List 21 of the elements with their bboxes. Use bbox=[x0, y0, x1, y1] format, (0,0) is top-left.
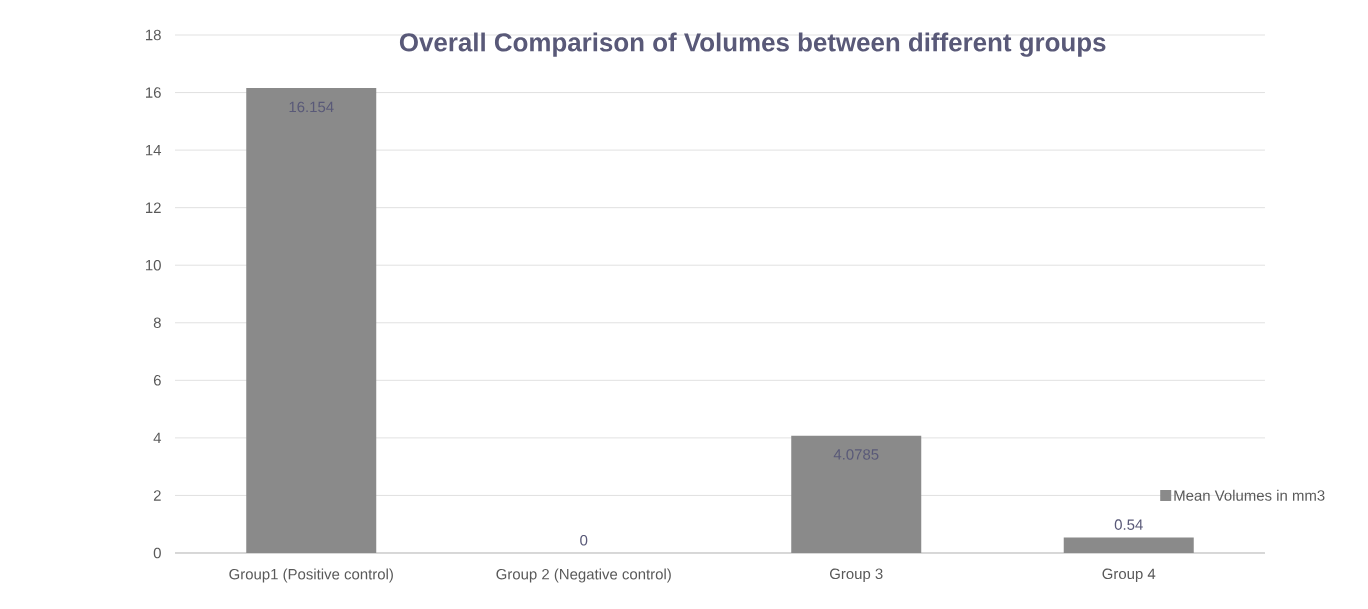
x-tick-label: Group 4 bbox=[1102, 568, 1156, 583]
x-tick-label: Group 2 (Negative control) bbox=[496, 568, 671, 583]
y-tick-label: 0 bbox=[153, 547, 161, 559]
chart-title: Overall Comparison of Volumes between different groups bbox=[399, 32, 1106, 57]
x-tick-label: Group1 (Positive control) bbox=[229, 568, 393, 583]
y-tick-label: 18 bbox=[146, 29, 161, 41]
y-tick-label: 14 bbox=[146, 144, 162, 156]
y-tick-label: 6 bbox=[153, 375, 161, 386]
bar bbox=[1063, 537, 1194, 553]
bar bbox=[791, 435, 922, 553]
y-tick-label: 2 bbox=[153, 490, 161, 501]
data-label: 0 bbox=[580, 534, 588, 546]
y-tick-label: 16 bbox=[146, 87, 161, 98]
x-tick-label: Group 3 bbox=[829, 568, 883, 583]
y-tick-label: 4 bbox=[153, 432, 162, 444]
y-tick-label: 10 bbox=[146, 259, 161, 271]
y-tick-label: 8 bbox=[153, 317, 161, 329]
data-label: 0.54 bbox=[1114, 519, 1143, 530]
legend-label: Mean Volumes in mm3 bbox=[1174, 489, 1325, 501]
bar bbox=[246, 88, 377, 553]
y-tick-label: 12 bbox=[146, 202, 161, 213]
